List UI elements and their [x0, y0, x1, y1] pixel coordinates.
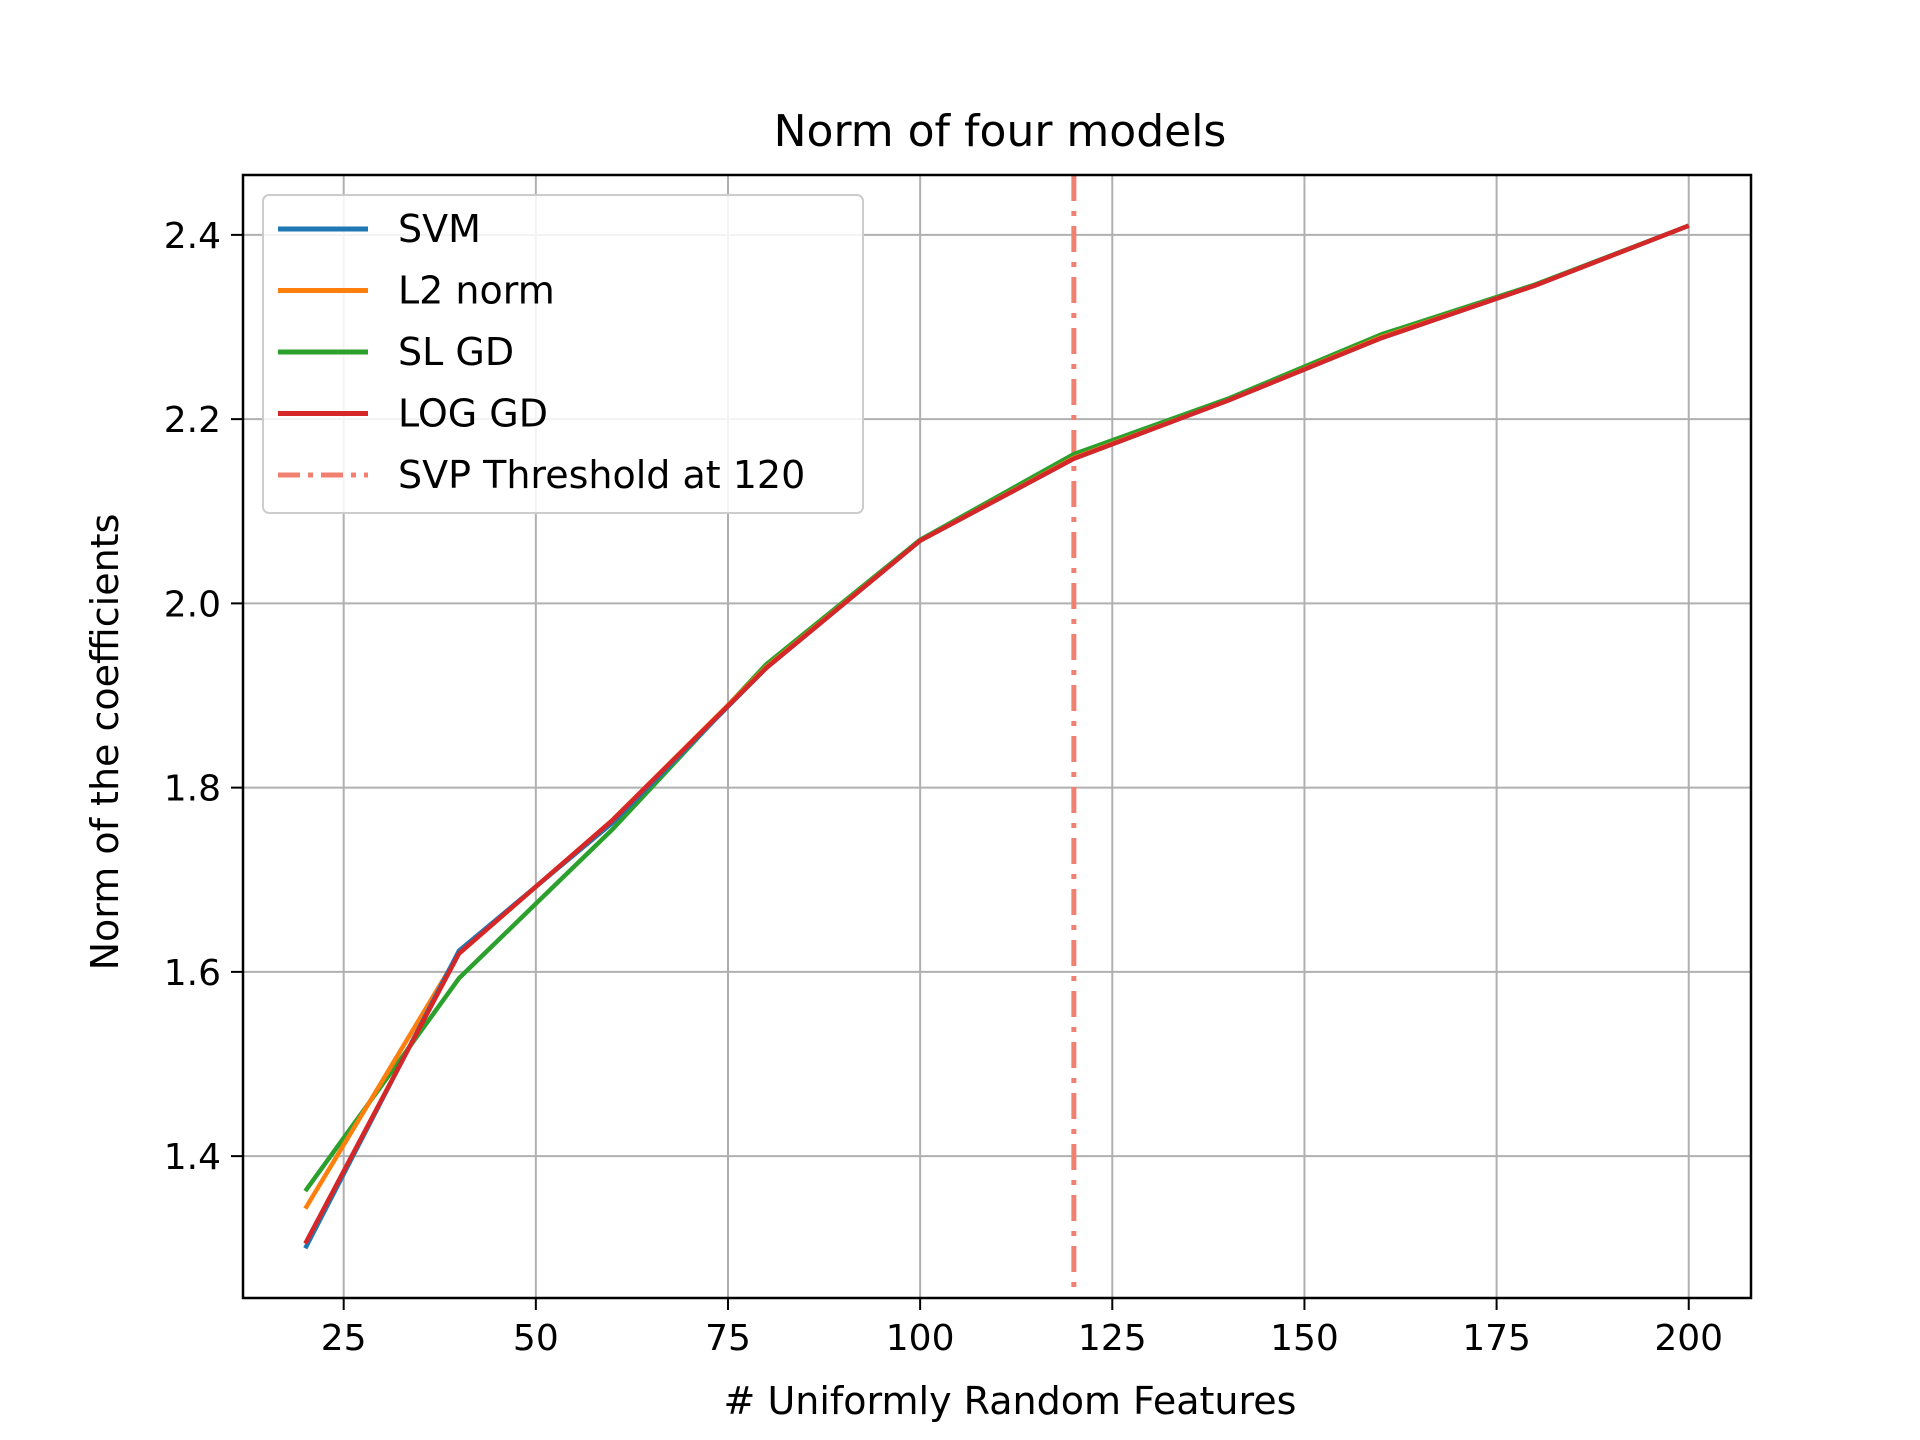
legend-label: SL GD [398, 330, 514, 374]
legend-label: LOG GD [398, 392, 548, 436]
legend: SVM L2 norm SL GD LOG GD SVP Threshold at 12… [262, 194, 864, 514]
chart-title: Norm of four models [774, 106, 1227, 157]
y-tick-label: 2.0 [164, 584, 221, 625]
x-axis-label: # Uniformly Random Features [724, 1379, 1297, 1423]
y-tick-label: 1.6 [164, 953, 221, 994]
x-tick-label: 50 [513, 1318, 559, 1359]
y-axis-label: Norm of the coefficients [83, 514, 127, 971]
x-axis-ticks: 25 50 75 100 125 150 175 200 [321, 1298, 1723, 1359]
legend-label: SVP Threshold at 120 [398, 453, 805, 497]
x-tick-label: 75 [705, 1318, 751, 1359]
series-layer [303, 223, 1690, 1250]
y-tick-label: 1.8 [164, 769, 221, 810]
x-tick-label: 25 [321, 1318, 367, 1359]
x-tick-label: 200 [1654, 1318, 1723, 1359]
y-axis-ticks: 1.4 1.6 1.8 2.0 2.2 2.4 [164, 216, 243, 1178]
x-tick-label: 125 [1078, 1318, 1147, 1359]
legend-label: SVM [398, 207, 481, 251]
x-tick-label: 175 [1462, 1318, 1531, 1359]
series-line-log-gd [303, 223, 1690, 1245]
x-tick-label: 100 [886, 1318, 955, 1359]
x-tick-label: 150 [1270, 1318, 1339, 1359]
y-tick-label: 2.2 [164, 400, 221, 441]
legend-box [262, 194, 864, 514]
y-tick-label: 1.4 [164, 1137, 221, 1178]
y-tick-label: 2.4 [164, 216, 221, 257]
legend-label: L2 norm [398, 269, 555, 313]
plot-frame [241, 173, 1753, 1300]
